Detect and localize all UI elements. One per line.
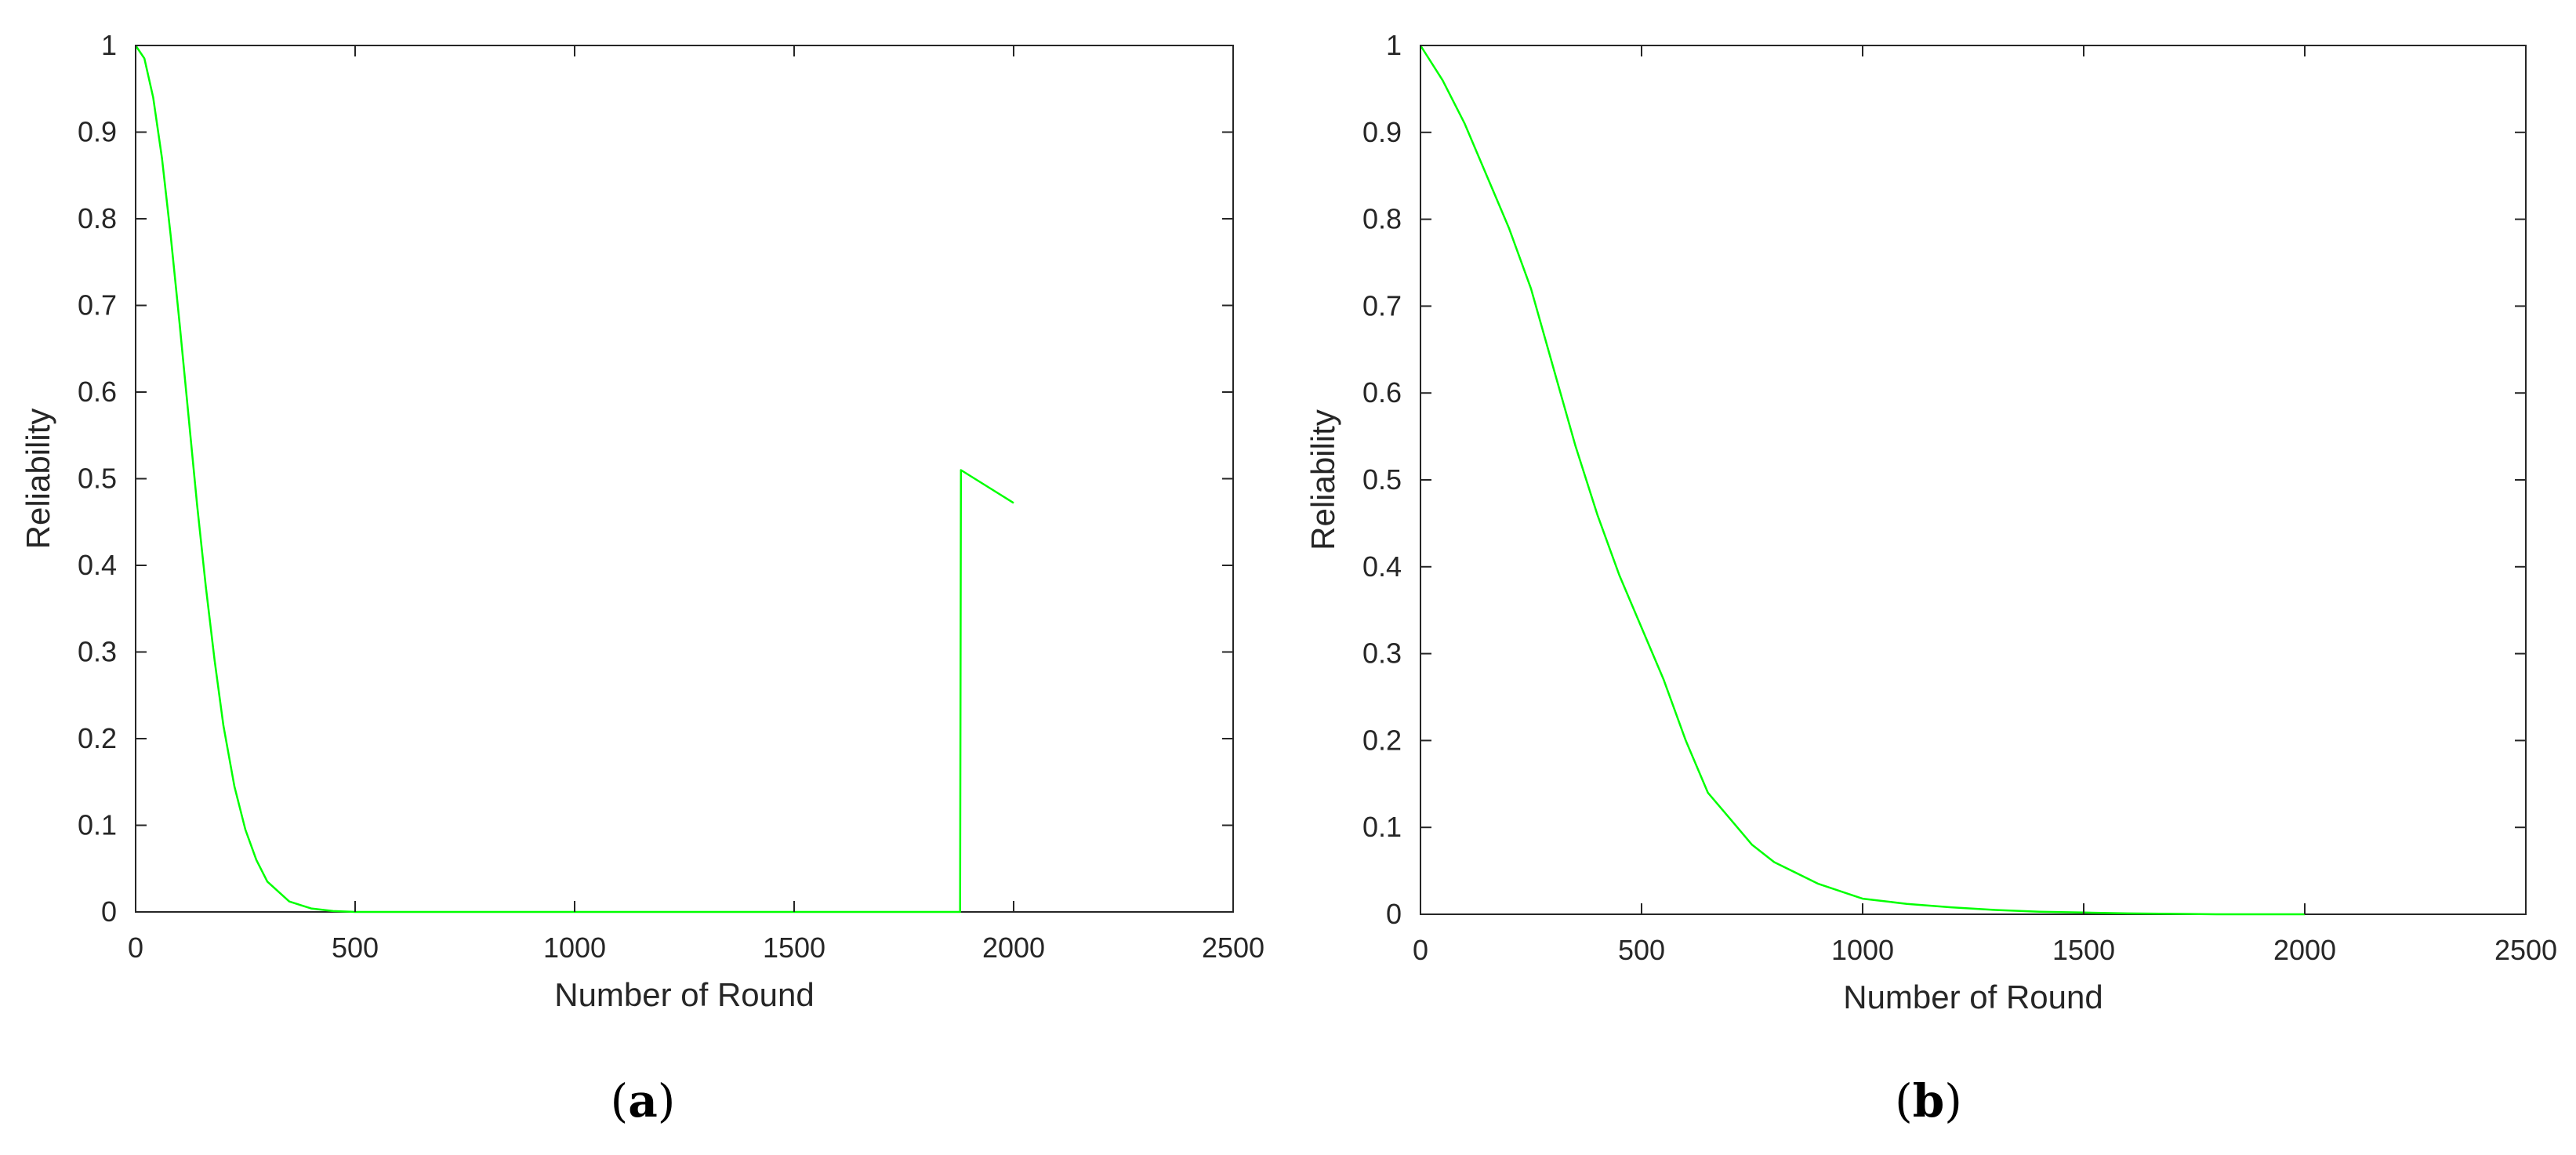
x-tick-label: 0 <box>1413 934 1428 966</box>
panel-label-a: (a) <box>610 1074 676 1128</box>
y-tick-label: 0.2 <box>1362 724 1402 756</box>
y-tick-label: 0.4 <box>78 549 117 581</box>
y-tick-label: 0.7 <box>1362 289 1402 321</box>
x-tick-label: 500 <box>332 932 379 964</box>
x-tick-label: 2500 <box>1202 932 1264 964</box>
y-tick-label: 1 <box>1386 29 1402 61</box>
y-tick-label: 0.3 <box>78 636 117 668</box>
x-tick-label: 2000 <box>982 932 1045 964</box>
y-tick-label: 0.6 <box>78 376 117 408</box>
y-axis-label: Reliability <box>20 409 56 550</box>
y-tick-label: 0.8 <box>78 202 117 234</box>
y-tick-label: 0.3 <box>1362 637 1402 670</box>
x-axis-label: Number of Round <box>554 976 815 1013</box>
y-tick-label: 0.6 <box>1362 376 1402 409</box>
x-tick-label: 1500 <box>763 932 825 964</box>
series-line <box>1419 45 2305 916</box>
x-tick-label: 500 <box>1618 934 1665 966</box>
y-tick-label: 0 <box>1386 898 1402 930</box>
y-tick-label: 0.2 <box>78 722 117 754</box>
plot-area-frame <box>135 45 1234 913</box>
x-tick-label: 1000 <box>1831 934 1894 966</box>
panel-label-b-text: b <box>1912 1074 1945 1128</box>
chart-panel-b: 0 500 1000 1500 2000 2500 0 0.1 0.2 0.3 0.4 0.5 0.6 0… <box>1304 29 2557 1015</box>
x-tick-label: 0 <box>128 932 143 964</box>
y-tick-label: 0.9 <box>78 116 117 148</box>
x-tick-label: 2500 <box>2494 934 2557 966</box>
y-tick-label: 0 <box>101 895 117 928</box>
x-axis-label: Number of Round <box>1843 979 2103 1015</box>
y-tick-label: 0.5 <box>78 463 117 495</box>
y-axis-label: Reliability <box>1304 409 1341 550</box>
y-tick-label: 0.1 <box>78 809 117 841</box>
y-tick-label: 0.7 <box>78 289 117 321</box>
x-tick-label: 1000 <box>543 932 606 964</box>
panel-label-a-text: a <box>628 1074 658 1128</box>
chart-panel-a: 0 500 1000 1500 2000 2500 0 0.1 0.2 0.3 0.4 0.5 0.6 0… <box>20 29 1264 1013</box>
panel-label-b: (b) <box>1895 1074 1962 1128</box>
y-tick-label: 0.1 <box>1362 811 1402 843</box>
y-tick-label: 0.4 <box>1362 550 1402 583</box>
y-tick-label: 1 <box>101 29 117 61</box>
x-tick-label: 1500 <box>2052 934 2115 966</box>
y-tick-label: 0.5 <box>1362 463 1402 496</box>
y-tick-label: 0.8 <box>1362 203 1402 235</box>
y-tick-label: 0.9 <box>1362 116 1402 148</box>
series-line <box>134 45 1014 913</box>
x-tick-label: 2000 <box>2273 934 2336 966</box>
